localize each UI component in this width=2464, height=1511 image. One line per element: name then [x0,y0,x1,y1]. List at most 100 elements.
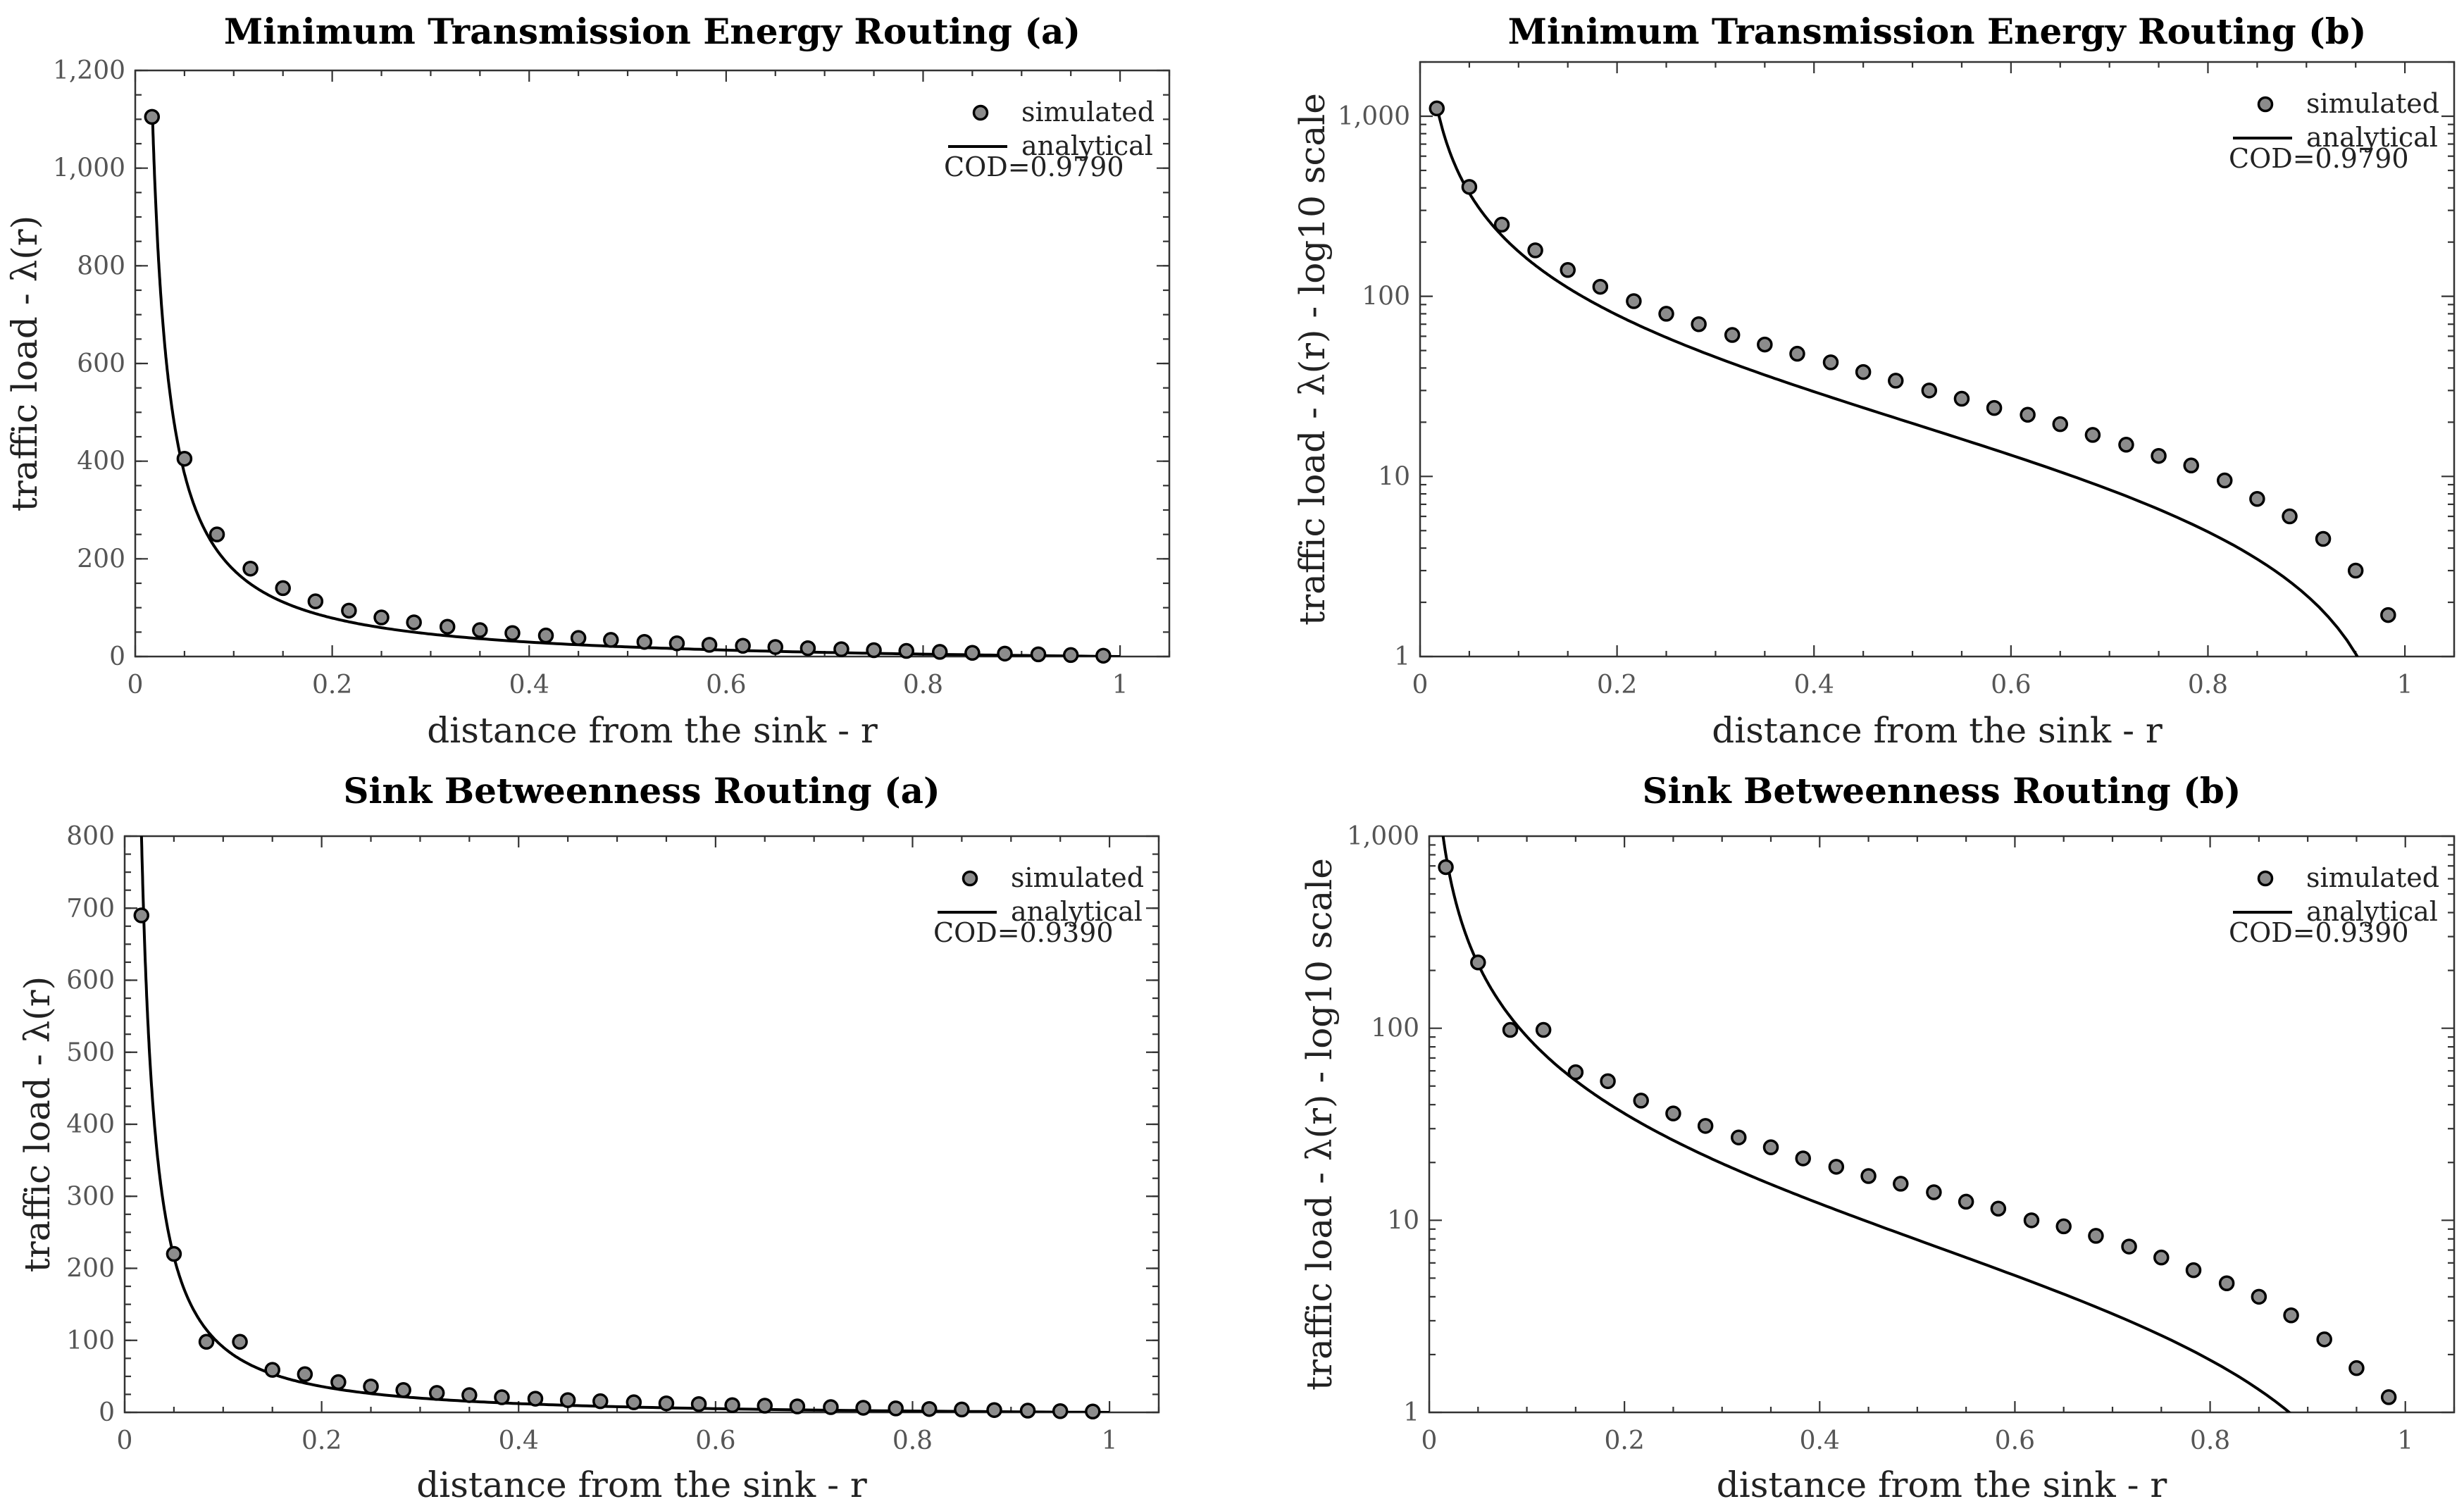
simulated-point [626,1394,642,1410]
simulated-point [1438,859,1454,876]
simulated-point [1990,1200,2007,1217]
y-tick-label: 800 [66,822,115,851]
simulated-point [1600,1073,1616,1090]
y-tick-label: 1,000 [53,154,125,183]
simulated-point [2185,1262,2202,1279]
simulated-point [1095,647,1112,664]
y-axis-label: traffic load - λ(r) - log10 scale [1292,93,1333,626]
legend-label-analytical: analytical [2306,896,2438,927]
simulated-point [537,627,554,644]
simulated-point [2023,1212,2040,1229]
simulated-point [1085,1403,1101,1420]
simulated-point [1828,1159,1845,1175]
simulated-point [1560,262,1576,278]
analytical-curve [139,836,1110,1412]
simulated-point [1019,1403,1036,1419]
simulated-point [1470,955,1486,971]
y-tick-label: 400 [77,447,125,476]
x-tick-label: 0.4 [499,1426,539,1455]
simulated-point [1461,179,1478,195]
x-axis-label: distance from the sink - r [1717,1465,2167,1505]
simulated-point [1502,1021,1519,1038]
x-tick-label: 0 [127,671,144,699]
simulated-point [799,640,816,657]
simulated-point [1855,363,1872,380]
simulated-point [866,642,882,659]
analytical-curve [1441,836,2292,1412]
y-tick-label: 600 [77,349,125,378]
simulated-point [2347,562,2364,579]
simulated-point [2055,1218,2072,1235]
simulated-point [1757,336,1773,353]
x-tick-label: 1 [1102,1426,1118,1455]
simulated-point [1986,399,2003,416]
simulated-point [2020,406,2036,423]
y-tick-label: 700 [66,894,115,923]
simulated-point [603,632,619,648]
simulated-point [1958,1193,1974,1210]
x-axis-label: distance from the sink - r [416,1465,867,1505]
simulated-point [1953,390,1970,407]
simulated-point [1493,216,1510,233]
x-tick-label: 0.4 [1800,1426,1840,1455]
cod-annotation: COD=0.9790 [944,151,1124,182]
simulated-point [176,450,193,467]
simulated-point [1697,1118,1714,1134]
simulated-point [1860,1168,1877,1184]
y-tick-label: 10 [1378,462,1410,491]
simulated-point [2153,1249,2170,1266]
x-tick-label: 0 [117,1426,133,1455]
simulated-point [395,1382,411,1398]
y-tick-label: 1 [1403,1398,1419,1427]
simulated-point [789,1398,806,1414]
simulated-point [559,1392,576,1408]
simulated-point [2084,427,2101,443]
simulated-point [439,618,456,635]
simulated-point [1762,1139,1779,1155]
simulated-point [1789,345,1805,362]
legend-label-simulated: simulated [2306,862,2439,893]
simulated-point [242,560,259,577]
x-tick-label: 0.2 [1605,1426,1645,1455]
x-axis-label: distance from the sink - r [1712,710,2163,751]
simulated-point [2121,1238,2137,1255]
y-tick-label: 1,200 [53,56,125,85]
simulated-point [931,644,948,660]
chart-title: Minimum Transmission Energy Routing (b) [1508,11,2367,52]
legend-marker-simulated [962,870,978,887]
x-tick-label: 0.2 [1597,671,1637,699]
y-tick-label: 500 [66,1038,115,1067]
simulated-point [341,602,357,619]
simulated-point [2183,457,2199,474]
simulated-point [1527,242,1543,259]
y-tick-label: 100 [1371,1014,1419,1043]
y-tick-label: 600 [66,966,115,995]
simulated-point [232,1333,248,1350]
simulated-point [1030,646,1047,663]
simulated-point [264,1362,280,1378]
simulated-point [735,638,751,654]
x-tick-label: 1 [2397,1426,2413,1455]
y-axis-label: traffic load - λ(r) [17,976,58,1272]
simulated-point [1691,316,1707,332]
legend-label-simulated: simulated [1021,97,1155,128]
simulated-point [2218,1275,2235,1291]
x-tick-label: 0.6 [706,671,746,699]
simulated-point [307,593,324,609]
simulated-point [2151,447,2167,464]
y-tick-label: 100 [66,1326,115,1355]
chart-panel-3: Sink Betweenness Routing (a) 0 0.2 0.4 0.6 0.… [17,770,1160,1505]
y-tick-label: 300 [66,1182,115,1211]
x-axis-label: distance from the sink - r [427,710,878,751]
simulated-point [1893,1176,1909,1192]
simulated-point [133,907,150,924]
legend-label-simulated: simulated [2306,88,2439,119]
x-tick-label: 0.8 [2190,1426,2230,1455]
chart-panel-2: Minimum Transmission Energy Routing (b) 0… [1292,11,2456,751]
x-tick-label: 0.8 [2188,671,2228,699]
chart-title: Minimum Transmission Energy Routing (a) [224,11,1081,52]
cod-annotation: COD=0.9390 [2229,917,2409,948]
y-tick-label: 200 [77,545,125,573]
simulated-point [494,1389,510,1405]
